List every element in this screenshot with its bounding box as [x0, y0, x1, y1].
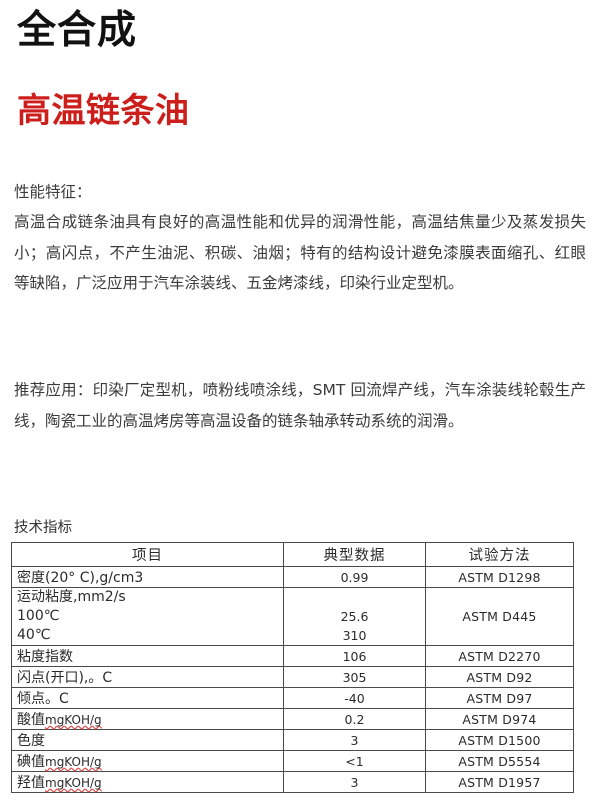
cell-item-line: 40℃ [17, 627, 51, 643]
features-label: 性能特征： [14, 177, 586, 208]
cell-value-line: 310 [342, 628, 367, 643]
cell-item: 碘值mgKOH/g [11, 750, 284, 772]
cell-item-line: 运动粘度,mm2/s [17, 589, 126, 605]
table-row: 闪点(开口),。C 305 ASTM D92 [11, 666, 574, 688]
applications-paragraph: 推荐应用：印染厂定型机，喷粉线喷涂线，SMT 回流焊产线，汽车涂装线轮毂生产线，… [14, 375, 586, 436]
features-label-text: 性能特征： [14, 183, 92, 201]
product-heading-sub: 高温链条油 [17, 91, 190, 131]
applications-paragraph-text: 推荐应用：印染厂定型机，喷粉线喷涂线，SMT 回流焊产线，汽车涂装线轮毂生产线，… [14, 381, 586, 430]
cell-method: ASTM D5554 [425, 750, 574, 772]
cell-item: 羟值mgKOH/g [11, 771, 284, 793]
column-header-value: 典型数据 [283, 542, 426, 567]
table-header-row: 项目 典型数据 试验方法 [11, 542, 574, 567]
cell-method: ASTM D1957 [425, 771, 574, 793]
specs-table-wrapper: 项目 典型数据 试验方法 密度(20° C),g/cm3 0.99 ASTM D12… [11, 542, 574, 793]
cell-value: -40 [283, 687, 426, 709]
cell-value: 3 [283, 729, 426, 751]
table-row: 运动粘度,mm2/s 100℃ 40℃ 25.6 310 ASTM D445 [11, 587, 574, 646]
cell-method: ASTM D2270 [425, 645, 574, 667]
table-row: 羟值mgKOH/g 3 ASTM D1957 [11, 771, 574, 793]
cell-item: 酸值mgKOH/g [11, 708, 284, 730]
specs-table: 项目 典型数据 试验方法 密度(20° C),g/cm3 0.99 ASTM D12… [11, 542, 574, 793]
cell-value: <1 [283, 750, 426, 772]
cell-value: 0.99 [283, 566, 426, 588]
cell-item: 倾点。C [11, 687, 284, 709]
cell-method: ASTM D97 [425, 687, 574, 709]
table-row: 酸值mgKOH/g 0.2 ASTM D974 [11, 708, 574, 730]
column-header-method: 试验方法 [425, 542, 574, 567]
table-row: 粘度指数 106 ASTM D2270 [11, 645, 574, 667]
cell-item: 密度(20° C),g/cm3 [11, 566, 284, 588]
cell-item: 运动粘度,mm2/s 100℃ 40℃ [11, 587, 284, 646]
cell-item: 色度 [11, 729, 284, 751]
column-header-item: 项目 [11, 542, 284, 567]
features-paragraph: 高温合成链条油具有良好的高温性能和优异的润滑性能，高温结焦量少及蒸发损失小；高闪… [14, 207, 586, 299]
cell-item-unit: mgKOH/g [45, 755, 102, 769]
table-row: 密度(20° C),g/cm3 0.99 ASTM D1298 [11, 566, 574, 588]
cell-item-unit: mgKOH/g [45, 713, 102, 727]
cell-value-line: 25.6 [340, 609, 369, 624]
table-row: 倾点。C -40 ASTM D97 [11, 687, 574, 709]
specs-table-body: 密度(20° C),g/cm3 0.99 ASTM D1298 运动粘度,mm2/s 1… [11, 566, 574, 793]
table-row: 色度 3 ASTM D1500 [11, 729, 574, 751]
cell-item-unit: mgKOH/g [45, 776, 102, 790]
cell-method: ASTM D445 [425, 587, 574, 646]
cell-method: ASTM D1298 [425, 566, 574, 588]
table-row: 碘值mgKOH/g <1 ASTM D5554 [11, 750, 574, 772]
cell-item: 闪点(开口),。C [11, 666, 284, 688]
cell-item-line: 100℃ [17, 608, 60, 624]
cell-method: ASTM D974 [425, 708, 574, 730]
cell-value: 25.6 310 [283, 587, 426, 646]
cell-value: 106 [283, 645, 426, 667]
cell-value: 3 [283, 771, 426, 793]
features-paragraph-text: 高温合成链条油具有良好的高温性能和优异的润滑性能，高温结焦量少及蒸发损失小；高闪… [14, 213, 586, 292]
product-heading-main: 全合成 [17, 8, 138, 53]
cell-value: 305 [283, 666, 426, 688]
cell-item: 粘度指数 [11, 645, 284, 667]
cell-value: 0.2 [283, 708, 426, 730]
cell-method: ASTM D1500 [425, 729, 574, 751]
cell-method: ASTM D92 [425, 666, 574, 688]
specs-table-label: 技术指标 [14, 520, 72, 536]
